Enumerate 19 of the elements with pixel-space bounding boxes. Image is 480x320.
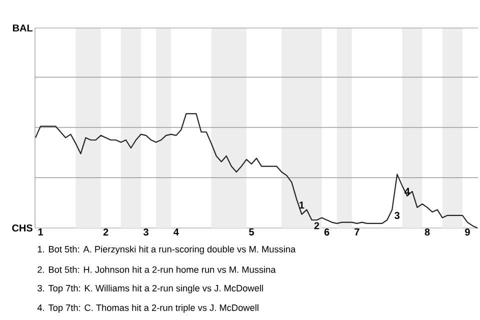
x-tick-label: 7 — [354, 228, 360, 236]
x-tick-label: 1 — [38, 228, 44, 236]
text: BAL — [13, 24, 32, 32]
text: 3. Top 7th: K. Williams hit a 2-run single vs J. McDowell — [38, 284, 263, 294]
x-tick-label: 9 — [465, 228, 470, 236]
text: 4. Top 7th: C. Thomas hit a 2-run triple vs J. McDowell — [37, 304, 258, 313]
annotation: 1 — [300, 202, 304, 208]
x-tick-label: 3 — [143, 228, 148, 236]
x-tick-label: 4 — [174, 228, 179, 236]
text: CHS — [12, 224, 32, 232]
x-tick-label: 6 — [324, 228, 330, 236]
x-tick-label: 5 — [249, 228, 254, 236]
x-tick-label: 8 — [424, 228, 430, 236]
annotation: 3 — [394, 212, 400, 219]
x-tick-label: 2 — [103, 228, 108, 236]
text: 1. Bot 5th: A. Pierzynski hit a run-scoring double vs M. Mussina — [38, 246, 296, 254]
annotation: 4 — [404, 188, 410, 195]
annotation: 2 — [314, 222, 320, 230]
text: 2. Bot 5th: H. Johnson hit a 2-run home run vs M. Mussina — [38, 266, 276, 273]
